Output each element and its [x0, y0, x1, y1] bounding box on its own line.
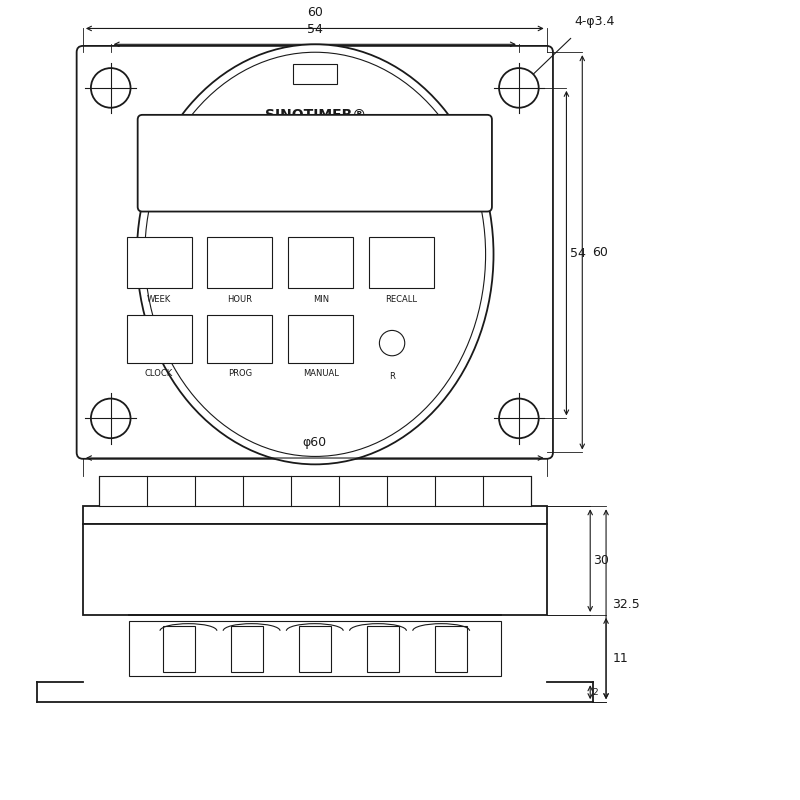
Bar	[288, 237, 354, 289]
Text: 54: 54	[307, 23, 322, 36]
Text: MANUAL: MANUAL	[303, 370, 338, 378]
FancyBboxPatch shape	[77, 46, 553, 459]
Bar	[207, 315, 273, 363]
Text: 4-φ3.4: 4-φ3.4	[574, 15, 614, 29]
Bar	[83, 524, 546, 615]
Text: 2: 2	[593, 688, 598, 697]
Text: WEEK: WEEK	[147, 294, 171, 304]
Bar	[99, 476, 530, 506]
Bar	[435, 626, 466, 672]
Bar	[129, 622, 501, 676]
Text: CLOCK: CLOCK	[145, 370, 173, 378]
Text: RECALL: RECALL	[386, 294, 418, 304]
Text: 30: 30	[594, 554, 610, 567]
Text: R: R	[389, 372, 395, 381]
FancyBboxPatch shape	[138, 115, 492, 211]
Circle shape	[91, 68, 130, 108]
Text: SINOTIMER®: SINOTIMER®	[265, 108, 366, 122]
Bar	[369, 237, 434, 289]
Text: PROG: PROG	[228, 370, 252, 378]
Text: 60: 60	[307, 6, 322, 19]
Circle shape	[91, 398, 130, 438]
Ellipse shape	[137, 44, 494, 464]
Circle shape	[499, 68, 538, 108]
Text: MIN: MIN	[313, 294, 329, 304]
Text: φ60: φ60	[302, 435, 327, 449]
Text: 54: 54	[570, 246, 586, 260]
Text: 11: 11	[612, 652, 628, 665]
Bar	[83, 506, 546, 524]
Bar	[126, 315, 191, 363]
Circle shape	[499, 398, 538, 438]
Bar	[367, 626, 398, 672]
Bar	[299, 626, 330, 672]
Bar	[163, 626, 194, 672]
Text: 60: 60	[592, 246, 608, 259]
Bar	[288, 315, 354, 363]
Bar	[126, 237, 191, 289]
Bar	[231, 626, 262, 672]
Bar	[293, 64, 337, 84]
Text: 32.5: 32.5	[612, 598, 640, 610]
Text: HOUR: HOUR	[227, 294, 253, 304]
Bar	[207, 237, 273, 289]
